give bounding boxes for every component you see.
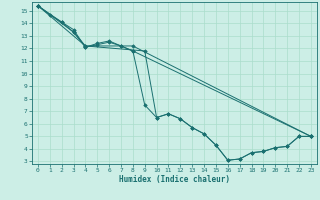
X-axis label: Humidex (Indice chaleur): Humidex (Indice chaleur) (119, 175, 230, 184)
